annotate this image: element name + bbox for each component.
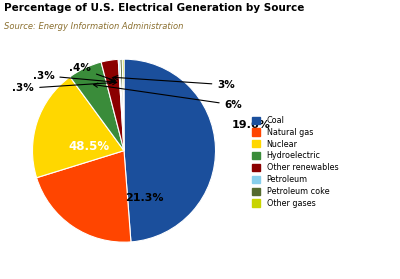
Wedge shape <box>70 62 124 151</box>
Text: .4%: .4% <box>69 63 116 81</box>
Wedge shape <box>101 59 124 151</box>
Text: 6%: 6% <box>94 83 242 110</box>
Text: Source: Energy Information Administration: Source: Energy Information Administratio… <box>4 22 183 31</box>
Text: Percentage of U.S. Electrical Generation by Source: Percentage of U.S. Electrical Generation… <box>4 3 304 13</box>
Text: .3%: .3% <box>32 71 114 84</box>
Text: 21.3%: 21.3% <box>125 193 163 203</box>
Wedge shape <box>120 59 124 151</box>
Wedge shape <box>122 59 124 151</box>
Wedge shape <box>124 59 216 242</box>
Wedge shape <box>118 59 124 151</box>
Wedge shape <box>32 77 124 178</box>
Text: .3%: .3% <box>12 81 117 93</box>
Legend: Coal, Natural gas, Nuclear, Hydroelectric, Other renewables, Petroleum, Petroleu: Coal, Natural gas, Nuclear, Hydroelectri… <box>252 116 338 208</box>
Wedge shape <box>36 151 131 242</box>
Text: 48.5%: 48.5% <box>69 140 110 153</box>
Text: 3%: 3% <box>114 76 235 90</box>
Text: 19.6%: 19.6% <box>232 120 271 130</box>
